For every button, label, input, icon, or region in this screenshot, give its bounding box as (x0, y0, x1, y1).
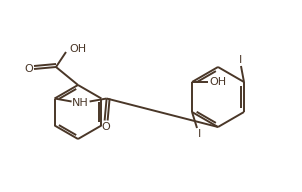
Text: I: I (239, 55, 243, 65)
Text: I: I (198, 129, 201, 139)
Text: NH: NH (72, 98, 89, 108)
Text: O: O (101, 122, 110, 132)
Text: OH: OH (210, 77, 226, 87)
Text: O: O (25, 64, 34, 74)
Text: OH: OH (69, 44, 87, 54)
